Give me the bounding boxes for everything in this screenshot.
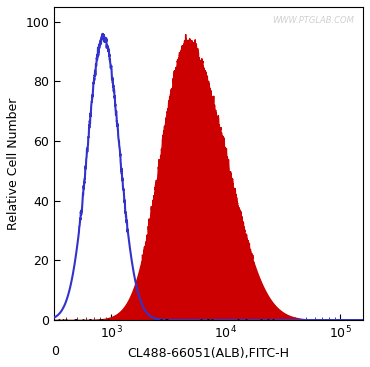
Point: [56, 317, 62, 323]
Point: [258, 317, 264, 323]
Point: [105, 317, 111, 323]
Point: [265, 317, 271, 323]
Point: [63, 317, 69, 323]
Point: [60, 317, 65, 323]
X-axis label: CL488-66051(ALB),FITC-H: CL488-66051(ALB),FITC-H: [128, 347, 290, 360]
Point: [73, 317, 79, 323]
Point: [164, 317, 170, 323]
Point: [205, 317, 211, 323]
Point: [97, 317, 103, 323]
Point: [72, 317, 78, 323]
Point: [80, 317, 85, 323]
Point: [235, 317, 241, 323]
Y-axis label: Relative Cell Number: Relative Cell Number: [7, 97, 20, 230]
Point: [163, 317, 169, 323]
Point: [209, 317, 215, 323]
Point: [87, 317, 93, 323]
Text: WWW.PTGLAB.COM: WWW.PTGLAB.COM: [272, 17, 354, 25]
Point: [243, 317, 249, 323]
Text: 0: 0: [51, 345, 59, 359]
Point: [270, 317, 276, 323]
Point: [198, 317, 204, 323]
Point: [158, 317, 164, 323]
Point: [205, 317, 211, 323]
Point: [99, 317, 105, 323]
Point: [87, 317, 93, 323]
